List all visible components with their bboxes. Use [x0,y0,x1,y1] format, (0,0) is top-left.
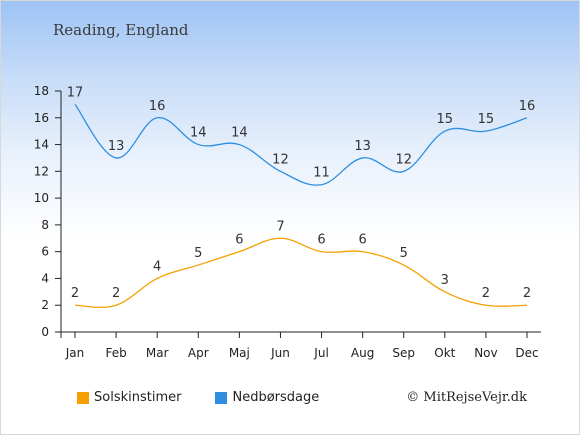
data-label-rain-days: 12 [395,152,412,167]
data-label-rain-days: 15 [478,112,495,127]
y-tick-label: 18 [34,84,49,98]
data-label-sunshine: 2 [71,286,79,301]
x-tick-label: Jan [65,346,85,360]
data-label-rain-days: 14 [231,126,248,141]
data-label-rain-days: 16 [519,99,536,114]
legend-swatch-rain-days [215,391,228,404]
y-tick-label: 4 [41,271,49,285]
data-label-sunshine: 7 [276,219,284,234]
y-tick-label: 0 [41,325,49,339]
legend-swatch-sunshine [77,391,89,404]
x-tick-label: Apr [188,346,209,360]
y-tick-label: 2 [41,298,49,312]
data-label-sunshine: 5 [400,246,408,261]
data-label-rain-days: 13 [354,139,371,154]
data-label-rain-days: 13 [108,139,125,154]
copyright-text: © MitRejseVejr.dk [406,390,527,405]
data-label-sunshine: 2 [523,286,531,301]
x-tick-label: Okt [434,346,455,360]
legend-item-rain-days: Nedbørsdage [215,390,319,405]
data-label-rain-days: 16 [149,99,166,114]
x-tick-label: Mar [146,346,169,360]
data-label-rain-days: 11 [313,166,330,181]
data-label-rain-days: 15 [437,112,454,127]
series-line-sunshine [74,237,528,308]
x-tick-label: Jul [313,346,328,360]
data-label-sunshine: 4 [153,259,161,274]
x-tick-label: Maj [229,346,250,360]
data-label-sunshine: 6 [317,233,325,248]
y-tick-label: 6 [41,245,49,259]
x-tick-label: Feb [105,346,126,360]
legend-label-sunshine: Solskinstimer [94,390,182,405]
data-label-rain-days: 17 [67,85,84,100]
x-tick-label: Nov [474,346,497,360]
data-label-sunshine: 3 [441,273,449,288]
chart-title: Reading, England [53,21,189,39]
y-tick-label: 14 [34,138,49,152]
data-label-sunshine: 6 [235,233,243,248]
data-label-sunshine: 6 [358,233,366,248]
data-label-sunshine: 5 [194,246,202,261]
x-tick-label: Jun [270,346,290,360]
x-tick-label: Sep [392,346,415,360]
data-label-rain-days: 12 [272,152,289,167]
x-tick-label: Dec [515,346,538,360]
y-tick-label: 16 [34,111,49,125]
y-tick-label: 12 [34,164,49,178]
y-tick-label: 8 [41,218,49,232]
series-line-rain-days [74,103,528,186]
y-tick-label: 10 [34,191,49,205]
legend-label-rain-days: Nedbørsdage [232,390,320,405]
x-tick-label: Aug [351,346,374,360]
legend: Solskinstimer Nedbørsdage [77,390,353,405]
data-label-sunshine: 2 [482,286,490,301]
data-label-sunshine: 2 [112,286,120,301]
data-label-rain-days: 14 [190,126,207,141]
legend-item-sunshine: Solskinstimer [77,390,181,405]
